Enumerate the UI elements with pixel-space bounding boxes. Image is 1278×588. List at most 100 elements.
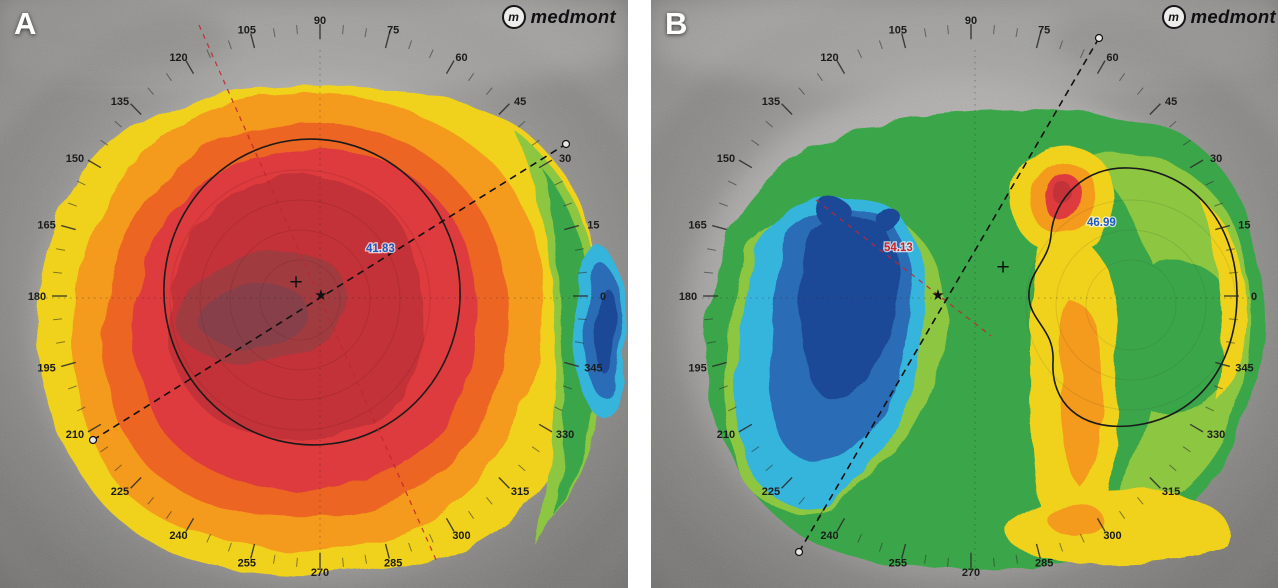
degree-tick: [836, 517, 846, 532]
degree-tick: [486, 496, 493, 505]
degree-tick: [1182, 446, 1191, 453]
degree-tick: [1228, 271, 1238, 274]
degree-tick: [993, 25, 995, 35]
star-marker: ★: [314, 286, 327, 304]
degree-tick: [1225, 341, 1235, 344]
degree-tick: [185, 60, 195, 75]
topo-zone-blue-lobe: [816, 197, 850, 227]
degree-tick: [563, 202, 572, 207]
topo-zone-blue-dark: [597, 288, 617, 376]
degree-tick: [738, 423, 753, 433]
degree-tick: [1189, 423, 1204, 433]
degree-tick: [554, 406, 564, 412]
degree-tick: [1119, 73, 1126, 82]
degree-tick: [1059, 542, 1064, 552]
degree-tick: [1182, 139, 1191, 146]
degree-tick: [719, 202, 728, 207]
topo-zone-orange-bottom: [1047, 503, 1103, 535]
degree-label: 0: [600, 291, 606, 303]
degree-tick: [296, 557, 298, 567]
degree-tick: [342, 25, 344, 35]
degree-tick: [727, 406, 737, 412]
meridian-end-circle: [794, 547, 804, 557]
degree-label: 60: [455, 52, 467, 64]
degree-tick: [468, 73, 475, 82]
degree-tick: [878, 542, 883, 552]
degree-tick: [531, 139, 540, 146]
degree-tick: [1079, 533, 1085, 543]
degree-tick: [816, 510, 823, 519]
degree-tick: [719, 385, 728, 390]
degree-tick: [765, 464, 773, 472]
topography-map-b: 0 15 30 45 60 75 90 105 120 135 150 165 180 195 210 225…: [651, 0, 1278, 588]
degree-tick: [1059, 40, 1064, 50]
degree-label: 30: [1210, 153, 1222, 165]
degree-label: 120: [820, 52, 838, 64]
degree-tick: [87, 423, 102, 433]
degree-tick: [1137, 87, 1144, 96]
degree-tick: [1149, 103, 1161, 115]
degree-tick: [100, 446, 109, 453]
degree-label: 15: [587, 220, 599, 232]
degree-tick: [445, 60, 455, 75]
degree-tick: [564, 361, 579, 368]
degree-label: 75: [1038, 24, 1050, 36]
degree-tick: [130, 103, 142, 115]
degree-tick: [947, 557, 949, 567]
reference-circle-outline: [163, 138, 461, 446]
keratometry-value: 46.99: [1087, 217, 1116, 229]
keratometry-value: 41.83: [366, 243, 395, 255]
degree-label: 195: [688, 362, 706, 374]
steep-meridian-line: [198, 24, 438, 563]
placido-rings: [169, 169, 431, 431]
degree-tick: [1214, 202, 1223, 207]
medmont-logo-icon: m: [501, 5, 526, 29]
panel-label: A: [14, 6, 37, 41]
meridian-end-circle: [1094, 33, 1104, 43]
plus-marker: +: [995, 257, 1010, 278]
degree-tick: [857, 49, 863, 59]
degree-label: 180: [679, 291, 697, 303]
degree-tick: [87, 159, 102, 169]
degree-label: 135: [111, 96, 129, 108]
degree-label: 300: [1103, 530, 1121, 542]
degree-tick: [56, 248, 66, 251]
degree-tick: [707, 248, 717, 251]
degree-label: 45: [1165, 96, 1177, 108]
medmont-logo-icon: m: [1161, 5, 1186, 29]
degree-tick: [227, 40, 232, 50]
degree-tick: [100, 139, 109, 146]
topo-zone-yellow-right: [1196, 196, 1247, 401]
degree-tick: [364, 554, 367, 564]
degree-tick: [1119, 510, 1126, 519]
star-marker: ★: [931, 286, 944, 304]
degree-label: 300: [452, 530, 470, 542]
degree-tick: [878, 40, 883, 50]
degree-label: 90: [965, 15, 977, 27]
degree-tick: [342, 557, 344, 567]
degree-tick: [563, 385, 572, 390]
degree-tick: [947, 25, 949, 35]
degree-tick: [538, 159, 553, 169]
plus-marker: +: [288, 272, 303, 293]
medmont-logo: m medmont: [501, 5, 616, 29]
degree-tick: [498, 103, 510, 115]
degree-label: 315: [511, 486, 529, 498]
degree-tick: [727, 180, 737, 186]
medmont-logo: m medmont: [1161, 5, 1276, 29]
degree-label: 135: [762, 96, 780, 108]
degree-tick: [1169, 120, 1177, 128]
annotations: 54.13 46.99 + ★: [883, 216, 1117, 304]
degree-tick: [384, 543, 390, 559]
flat-meridian-line: [92, 143, 567, 441]
degree-label: 150: [66, 153, 84, 165]
degree-tick: [1225, 248, 1235, 251]
color-map: [705, 110, 1263, 571]
degree-label: 90: [314, 15, 326, 27]
degree-tick: [751, 446, 760, 453]
degree-label: 195: [37, 362, 55, 374]
color-map: [35, 87, 627, 576]
degree-tick: [250, 33, 256, 49]
degree-tick: [147, 496, 154, 505]
